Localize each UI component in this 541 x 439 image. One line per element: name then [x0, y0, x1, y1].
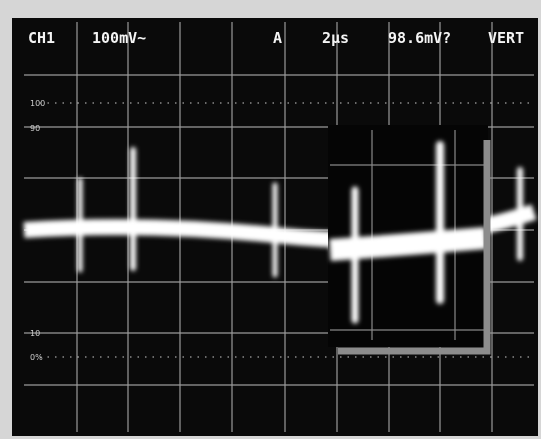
trigger-level: 98.6mV? — [388, 29, 451, 47]
zoom-inset — [328, 125, 488, 351]
graticule-label: 10 — [30, 329, 40, 338]
timebase: 2µs — [322, 29, 349, 47]
volts-per-div: 100mV~ — [92, 29, 146, 47]
oscilloscope-photo: CH1 100mV~ A 2µs 98.6mV? VERT 100 90 10 … — [0, 0, 541, 439]
graticule-label: 0% — [30, 353, 43, 362]
graticule-label: 90 — [30, 124, 40, 133]
trigger-mode: A — [273, 29, 282, 47]
graticule-label: 100 — [30, 99, 45, 108]
mode: VERT — [488, 29, 524, 47]
channel: CH1 — [28, 29, 55, 47]
